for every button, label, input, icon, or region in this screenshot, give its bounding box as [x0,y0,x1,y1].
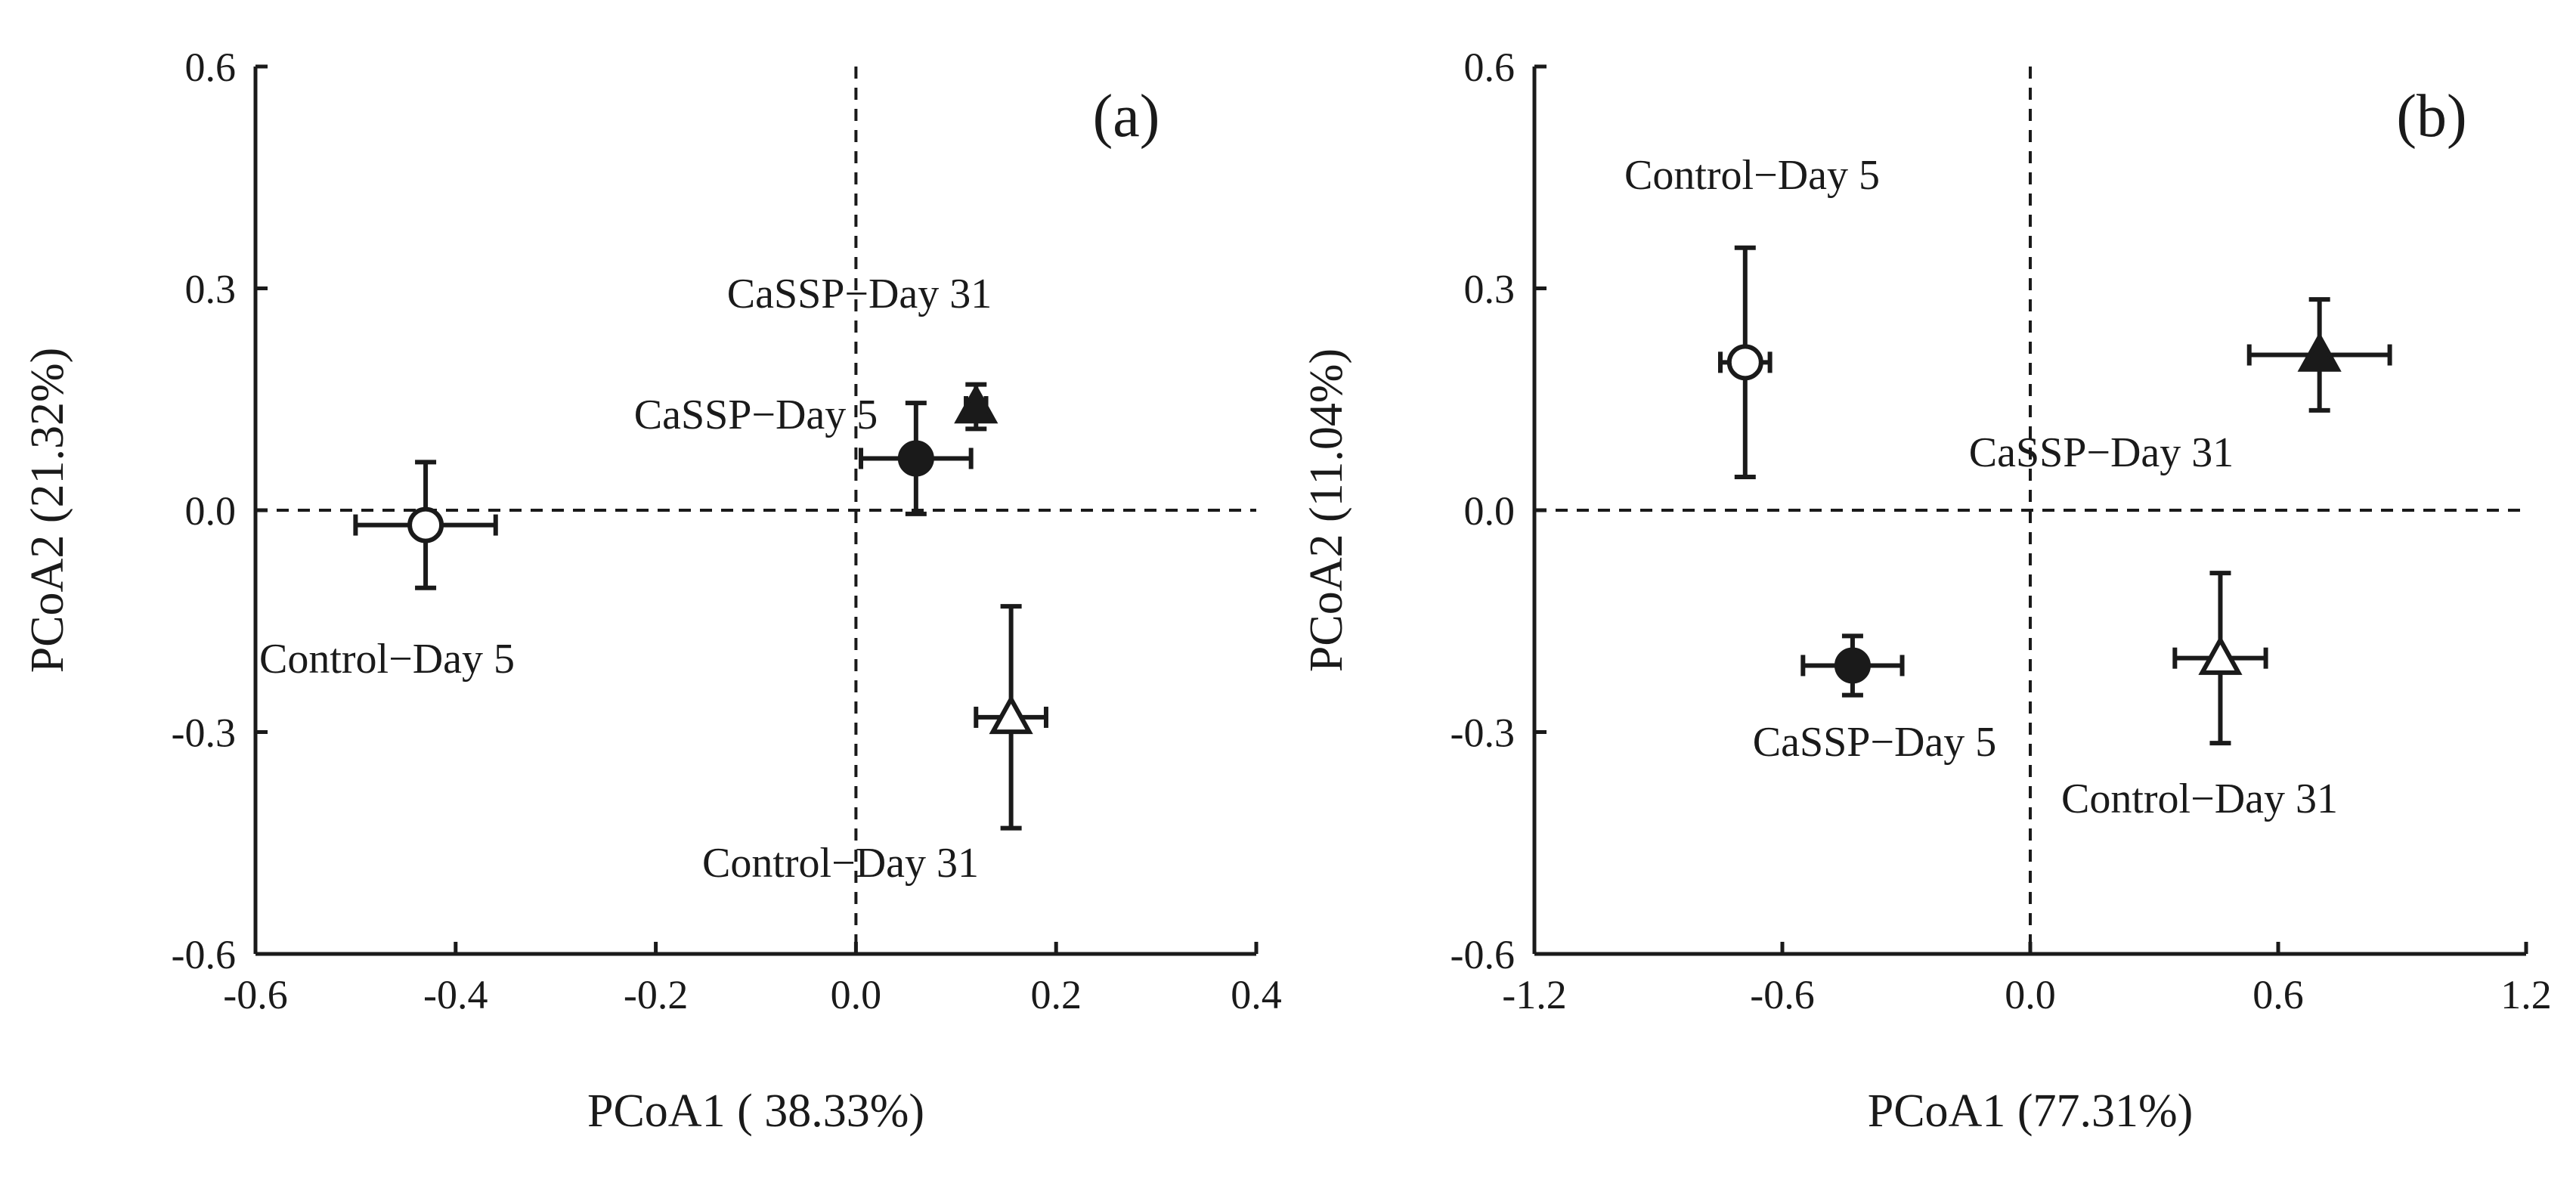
x-axis-title: PCoA1 (77.31%) [1868,1085,2194,1137]
y-tick-label: 0.3 [1464,267,1516,312]
data-point [897,440,934,477]
x-tick-label: 0.2 [1030,972,1082,1017]
data-point [407,506,444,543]
y-axis-title: PCoA2 (21.32%) [22,348,73,673]
x-tick-label: 0.4 [1231,972,1282,1017]
data-point-label: CaSSP−Day 5 [1753,719,1997,766]
panel-label: (a) [1093,83,1160,150]
y-tick-label: 0.6 [1464,45,1516,90]
data-point-label: Control−Day 31 [702,840,979,887]
data-point-label: CaSSP−Day 31 [1969,429,2234,476]
y-tick-label: 0.6 [185,45,237,90]
y-tick-label: -0.3 [1451,711,1515,756]
data-point-label: CaSSP−Day 31 [727,271,992,317]
x-axis-title: PCoA1 ( 38.33%) [587,1085,924,1137]
x-tick-label: -0.6 [1750,972,1814,1017]
x-tick-label: -1.2 [1502,972,1566,1017]
data-point [954,383,999,424]
data-point [1726,344,1763,381]
data-point-label: Control−Day 5 [1624,152,1880,199]
data-point-label: Control−Day 31 [2061,776,2338,822]
panel-label: (b) [2396,83,2466,150]
y-tick-label: -0.6 [172,932,236,977]
panel-b-chart: -0.6-0.30.00.30.6-1.2 -0.6 0.0 0.6 1.2PCoA1 … [1301,45,2552,1137]
data-point-label: Control−Day 5 [259,636,515,683]
data-point [1834,647,1871,684]
x-tick-label: 0.0 [831,972,882,1017]
y-tick-label: 0.3 [185,267,237,312]
data-point-label: CaSSP−Day 5 [634,392,878,438]
x-tick-label: 0.0 [2005,972,2056,1017]
x-tick-label: -0.6 [223,972,287,1017]
y-axis-title: PCoA2 (11.04%) [1301,348,1352,672]
y-tick-label: -0.6 [1451,932,1515,977]
data-point [989,694,1033,735]
panel-a-chart: -0.6 -0.3 0.0 0.3 0.6 -0.6 -0.4 -0.2 0.0 0.2 0.4 PC… [22,45,1282,1137]
data-point [2297,332,2342,372]
x-tick-label: 0.6 [2252,972,2304,1017]
y-tick-label: 0.0 [1464,488,1516,534]
y-tick-label: -0.3 [172,711,236,756]
y-tick-label: 0.0 [185,488,237,534]
x-tick-label: 1.2 [2500,972,2552,1017]
x-tick-label: -0.4 [423,972,488,1017]
x-tick-label: -0.2 [624,972,688,1017]
data-point [2198,635,2243,675]
